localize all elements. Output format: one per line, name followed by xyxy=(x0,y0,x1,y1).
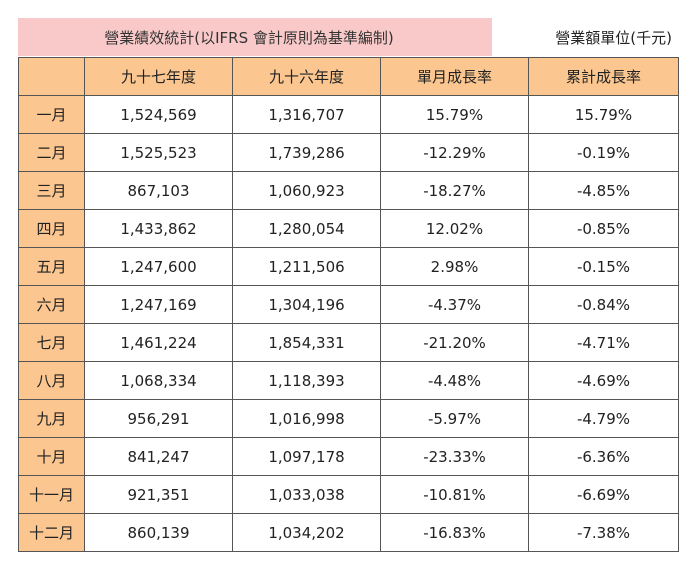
month-label: 八月 xyxy=(18,361,85,400)
cell-year-97: 1,524,569 xyxy=(84,95,233,134)
cell-year-96: 1,097,178 xyxy=(232,437,381,476)
cell-year-96: 1,034,202 xyxy=(232,513,381,552)
cell-cumulative-growth: -6.69% xyxy=(528,475,679,514)
cell-year-96: 1,316,707 xyxy=(232,95,381,134)
cell-cumulative-growth: -4.79% xyxy=(528,399,679,438)
month-label: 七月 xyxy=(18,323,85,362)
cell-cumulative-growth: -0.19% xyxy=(528,133,679,172)
cell-year-97: 1,433,862 xyxy=(84,209,233,248)
table-row: 十月 841,247 1,097,178 -23.33% -6.36% xyxy=(18,437,679,476)
cell-year-97: 956,291 xyxy=(84,399,233,438)
header-cumulative-growth: 累計成長率 xyxy=(528,57,679,96)
cell-year-96: 1,304,196 xyxy=(232,285,381,324)
cell-monthly-growth: -10.81% xyxy=(380,475,529,514)
cell-year-96: 1,060,923 xyxy=(232,171,381,210)
cell-year-97: 1,247,600 xyxy=(84,247,233,286)
cell-year-97: 867,103 xyxy=(84,171,233,210)
cell-cumulative-growth: -6.36% xyxy=(528,437,679,476)
cell-year-97: 921,351 xyxy=(84,475,233,514)
cell-year-97: 1,068,334 xyxy=(84,361,233,400)
month-label: 十二月 xyxy=(18,513,85,552)
cell-monthly-growth: -12.29% xyxy=(380,133,529,172)
month-label: 九月 xyxy=(18,399,85,438)
cell-year-96: 1,118,393 xyxy=(232,361,381,400)
cell-cumulative-growth: -4.71% xyxy=(528,323,679,362)
report-title: 營業績效統計(以IFRS 會計原則為基準編制) xyxy=(18,18,492,56)
cell-cumulative-growth: -0.85% xyxy=(528,209,679,248)
cell-year-97: 1,525,523 xyxy=(84,133,233,172)
table-row: 十一月 921,351 1,033,038 -10.81% -6.69% xyxy=(18,475,679,514)
cell-cumulative-growth: 15.79% xyxy=(528,95,679,134)
cell-year-96: 1,280,054 xyxy=(232,209,381,248)
cell-monthly-growth: -4.48% xyxy=(380,361,529,400)
cell-year-96: 1,033,038 xyxy=(232,475,381,514)
cell-cumulative-growth: -4.85% xyxy=(528,171,679,210)
table-row: 九月 956,291 1,016,998 -5.97% -4.79% xyxy=(18,399,679,438)
header-corner xyxy=(18,57,85,96)
cell-cumulative-growth: -4.69% xyxy=(528,361,679,400)
cell-year-96: 1,739,286 xyxy=(232,133,381,172)
cell-cumulative-growth: -0.15% xyxy=(528,247,679,286)
header-monthly-growth: 單月成長率 xyxy=(380,57,529,96)
table-row: 十二月 860,139 1,034,202 -16.83% -7.38% xyxy=(18,513,679,552)
month-label: 四月 xyxy=(18,209,85,248)
table-row: 六月 1,247,169 1,304,196 -4.37% -0.84% xyxy=(18,285,679,324)
table-row: 八月 1,068,334 1,118,393 -4.48% -4.69% xyxy=(18,361,679,400)
month-label: 十月 xyxy=(18,437,85,476)
table-row: 四月 1,433,862 1,280,054 12.02% -0.85% xyxy=(18,209,679,248)
cell-monthly-growth: 15.79% xyxy=(380,95,529,134)
table-row: 五月 1,247,600 1,211,506 2.98% -0.15% xyxy=(18,247,679,286)
cell-monthly-growth: 12.02% xyxy=(380,209,529,248)
month-label: 十一月 xyxy=(18,475,85,514)
cell-year-96: 1,854,331 xyxy=(232,323,381,362)
cell-monthly-growth: -4.37% xyxy=(380,285,529,324)
unit-label: 營業額單位(千元) xyxy=(492,18,678,56)
month-label: 六月 xyxy=(18,285,85,324)
header-year-96: 九十六年度 xyxy=(232,57,381,96)
header-row: 九十七年度 九十六年度 單月成長率 累計成長率 xyxy=(18,57,679,96)
cell-monthly-growth: -21.20% xyxy=(380,323,529,362)
table-row: 三月 867,103 1,060,923 -18.27% -4.85% xyxy=(18,171,679,210)
cell-year-96: 1,016,998 xyxy=(232,399,381,438)
cell-monthly-growth: -23.33% xyxy=(380,437,529,476)
revenue-table: 九十七年度 九十六年度 單月成長率 累計成長率 一月 1,524,569 1,3… xyxy=(18,57,679,552)
table-row: 七月 1,461,224 1,854,331 -21.20% -4.71% xyxy=(18,323,679,362)
table-row: 一月 1,524,569 1,316,707 15.79% 15.79% xyxy=(18,95,679,134)
month-label: 一月 xyxy=(18,95,85,134)
cell-monthly-growth: -18.27% xyxy=(380,171,529,210)
cell-cumulative-growth: -0.84% xyxy=(528,285,679,324)
month-label: 五月 xyxy=(18,247,85,286)
cell-year-97: 1,247,169 xyxy=(84,285,233,324)
header-year-97: 九十七年度 xyxy=(84,57,233,96)
cell-monthly-growth: 2.98% xyxy=(380,247,529,286)
unit-label-text: 營業額單位(千元) xyxy=(555,28,672,47)
cell-monthly-growth: -5.97% xyxy=(380,399,529,438)
report-title-text: 營業績效統計(以IFRS 會計原則為基準編制) xyxy=(104,28,394,47)
month-label: 二月 xyxy=(18,133,85,172)
cell-cumulative-growth: -7.38% xyxy=(528,513,679,552)
cell-monthly-growth: -16.83% xyxy=(380,513,529,552)
cell-year-96: 1,211,506 xyxy=(232,247,381,286)
cell-year-97: 860,139 xyxy=(84,513,233,552)
cell-year-97: 841,247 xyxy=(84,437,233,476)
month-label: 三月 xyxy=(18,171,85,210)
cell-year-97: 1,461,224 xyxy=(84,323,233,362)
table-row: 二月 1,525,523 1,739,286 -12.29% -0.19% xyxy=(18,133,679,172)
